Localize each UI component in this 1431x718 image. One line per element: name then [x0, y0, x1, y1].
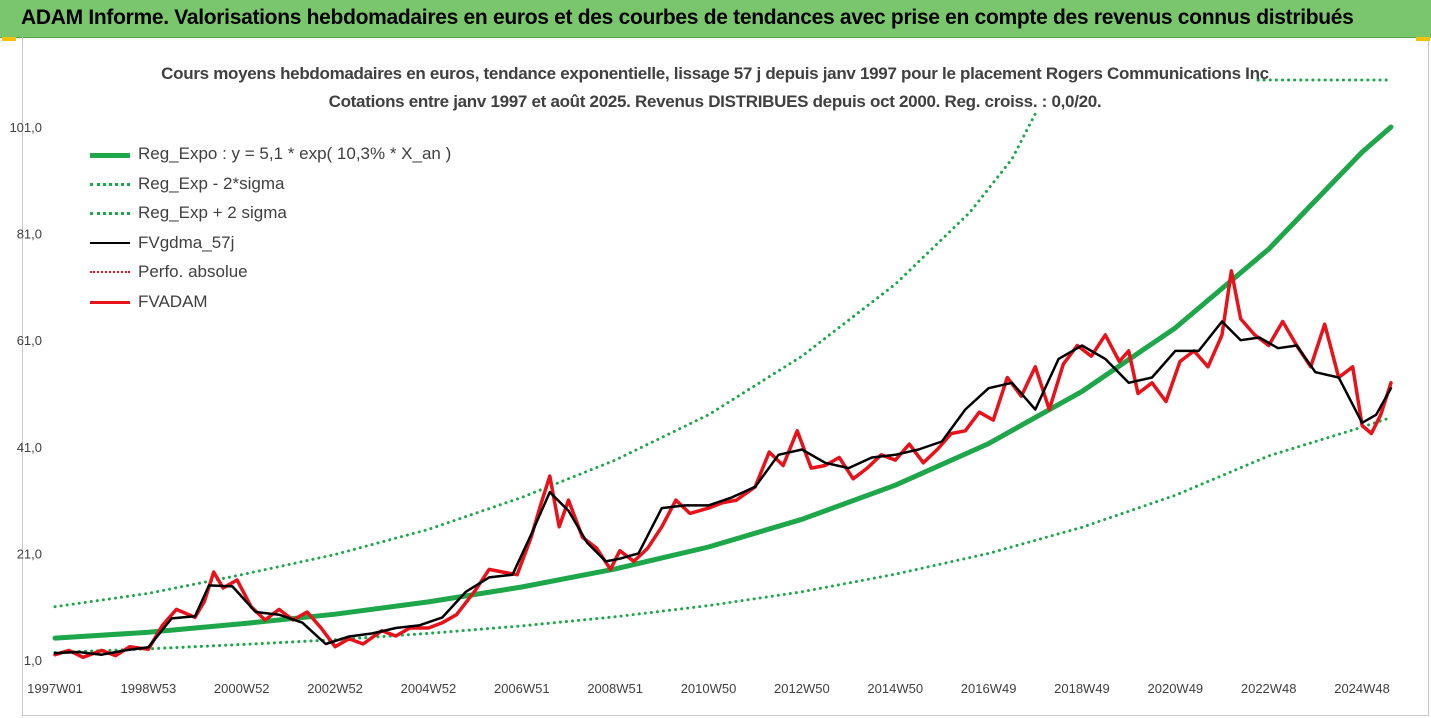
legend-label: Reg_Exp - 2*sigma [138, 173, 285, 193]
chart-frame [22, 37, 1429, 716]
x-tick-label: 2000W52 [214, 681, 270, 696]
x-tick-label: 2002W52 [307, 681, 363, 696]
legend-swatch [90, 153, 130, 158]
chart-title-line-2: Cotations entre janv 1997 et août 2025. … [328, 92, 1102, 111]
legend-swatch [90, 271, 130, 274]
x-tick-label: 2022W48 [1241, 681, 1297, 696]
x-tick-label: 2012W50 [774, 681, 830, 696]
x-tick-label: 2014W50 [867, 681, 923, 696]
legend-label: FVgdma_57j [138, 232, 235, 252]
legend-label: FVADAM [138, 291, 208, 311]
y-tick-label: 1,0 [24, 653, 42, 668]
x-tick-label: 2008W51 [587, 681, 643, 696]
chart-title-line-1: Cours moyens hebdomadaires en euros, ten… [161, 64, 1269, 83]
legend-label: Reg_Expo : y = 5,1 * exp( 10,3% * X_an ) [138, 144, 452, 163]
series-line-1 [53, 416, 1393, 654]
series-line-2 [53, 112, 1037, 609]
corner-marker [2, 37, 16, 41]
legend-label: Reg_Exp + 2 sigma [138, 203, 287, 223]
x-tick-label: 2010W50 [681, 681, 737, 696]
series-layer [52, 112, 1394, 660]
x-tick-label: 2004W52 [401, 681, 457, 696]
y-tick-label: 41,0 [17, 440, 42, 455]
chart-title: Cours moyens hebdomadaires en euros, ten… [130, 60, 1300, 116]
legend-swatch [90, 212, 130, 216]
x-tick-label: 2016W49 [961, 681, 1017, 696]
y-tick-label: 81,0 [17, 227, 42, 242]
legend-swatch [90, 182, 130, 186]
legend-swatch [90, 300, 130, 304]
x-tick-label: 1997W01 [27, 681, 83, 696]
x-tick-label: 2006W51 [494, 681, 550, 696]
y-axis: 1,0 21,0 41,0 61,0 81,0 101,0 [9, 120, 42, 668]
x-tick-label: 2020W49 [1148, 681, 1204, 696]
x-tick-label: 2018W49 [1054, 681, 1110, 696]
legend-label: Perfo. absolue [138, 262, 248, 282]
y-tick-label: 21,0 [17, 546, 42, 561]
corner-marker [1416, 37, 1430, 41]
legend-swatch [90, 241, 130, 244]
y-tick-label: 61,0 [17, 333, 42, 348]
banner-title: ADAM Informe. Valorisations hebdomadaire… [21, 6, 1354, 29]
series-line-5 [53, 269, 1393, 660]
report-banner: ADAM Informe. Valorisations hebdomadaire… [0, 0, 1431, 38]
x-axis: 1997W01 1998W53 2000W52 2002W52 2004W52 2006W… [27, 681, 1390, 696]
y-tick-label: 101,0 [9, 120, 42, 135]
series-line-3 [53, 320, 1393, 656]
x-tick-label: 1998W53 [121, 681, 177, 696]
x-tick-label: 2024W48 [1334, 681, 1390, 696]
